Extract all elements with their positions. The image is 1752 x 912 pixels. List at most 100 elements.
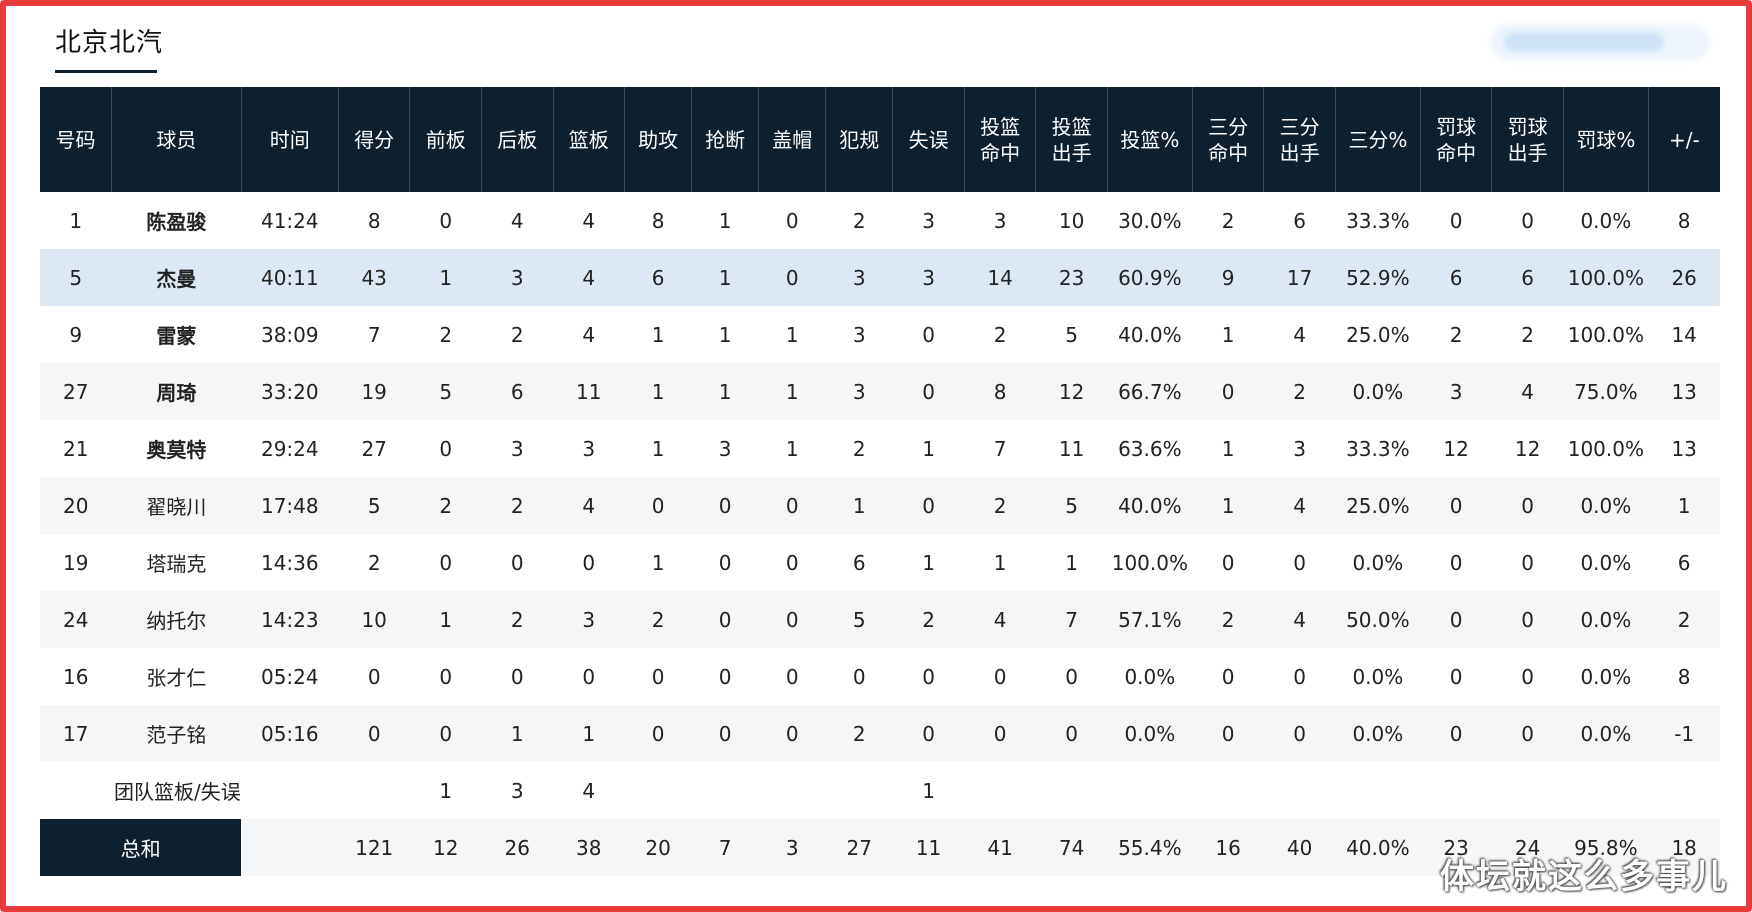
stat-cell: 7 [338,306,410,363]
player-name[interactable]: 纳托尔 [111,591,242,648]
column-header: 盖帽 [758,87,827,192]
stat-cell: 3 [825,306,893,363]
stat-cell: 3 [1420,363,1492,420]
stat-cell: 12 [1035,363,1108,420]
stat-cell: 25.0% [1335,477,1421,534]
stat-cell: 2 [409,477,482,534]
player-name[interactable]: 塔瑞克 [111,534,242,591]
column-header: 时间 [241,87,339,192]
stat-cell: 1 [691,363,759,420]
column-header: 号码 [40,87,113,192]
stat-cell: 0 [892,705,965,762]
stat-cell: 0 [1035,648,1108,705]
stat-cell: 75.0% [1563,363,1649,420]
stat-cell: 27 [40,363,112,420]
stat-cell: 0 [624,648,692,705]
stat-cell [1107,762,1193,819]
stat-cell: 9 [40,306,112,363]
player-row[interactable]: 19 塔瑞克 14:36 2 0 0 0 1 0 0 6 1 1 1 100.0% 0 0 0.0% 0 0 0.0% 6 [40,534,1720,591]
stat-cell [1563,762,1649,819]
stat-cell: 2 [825,705,893,762]
stat-cell: 5 [1035,306,1108,363]
stat-cell: 0 [1491,192,1564,249]
stat-cell: 2 [481,477,554,534]
stat-cell [758,762,826,819]
column-header: 球员 [111,87,242,192]
stat-cell: 0 [1420,534,1492,591]
total-stat-cell: 27 [825,819,893,876]
stat-cell [691,762,759,819]
stat-cell: 2 [1648,591,1720,648]
stat-cell: 14 [1648,306,1720,363]
column-header: 后板 [481,87,554,192]
blurred-button[interactable] [1490,24,1710,60]
stat-cell: 1 [1192,477,1264,534]
player-row[interactable]: 24 纳托尔 14:23 10 1 2 3 2 0 0 5 2 4 7 57.1% 2 4 50.0% 0 0 0.0%… [40,591,1720,648]
column-header: 投篮 出手 [1035,87,1108,192]
stat-cell: 1 [1648,477,1720,534]
stat-cell: 0 [409,648,482,705]
player-name[interactable]: 范子铭 [111,705,242,762]
stat-cell: 0 [1192,705,1264,762]
stat-cell: 0 [1263,648,1336,705]
player-name[interactable]: 奥莫特 [111,420,242,477]
stat-cell: 8 [338,192,410,249]
stat-cell: 0 [1420,591,1492,648]
player-row[interactable]: 20 翟晓川 17:48 5 2 2 4 0 0 0 1 0 2 5 40.0% 1 4 25.0% 0 0 0.0% 1 [40,477,1720,534]
stat-cell: 1 [624,534,692,591]
stat-cell: 21 [40,420,112,477]
stat-cell: 0 [691,477,759,534]
stat-cell: 4 [964,591,1036,648]
stat-cell: 2 [481,306,554,363]
stat-cell: 2 [409,306,482,363]
player-name[interactable]: 雷蒙 [111,306,242,363]
stat-cell: 0 [481,648,554,705]
team-tab[interactable]: 北京北汽 [55,28,164,58]
player-name[interactable]: 翟晓川 [111,477,242,534]
stat-cell: 9 [1192,249,1264,306]
stat-cell: 0 [758,705,826,762]
stat-cell: 1 [481,705,554,762]
stat-cell: 60.9% [1107,249,1193,306]
stat-cell: 1 [892,534,965,591]
total-stat-cell: 95.8% [1563,819,1649,876]
stat-cell: 11 [553,363,625,420]
stat-cell: 0 [1491,534,1564,591]
player-row[interactable]: 27 周琦 33:20 19 5 6 11 1 1 1 3 0 8 12 66.7% 0 2 0.0% 3 4 75.0… [40,363,1720,420]
stat-cell: 3 [481,762,554,819]
player-row[interactable]: 5 杰曼 40:11 43 1 3 4 6 1 0 3 3 14 23 60.9% 9 17 52.9% 6 6 100… [40,249,1720,306]
stat-cell: 5 [40,249,112,306]
stat-cell: 4 [553,249,625,306]
stat-cell: 100.0% [1563,249,1649,306]
stat-cell: 2 [481,591,554,648]
stat-cell: 0 [1192,363,1264,420]
stat-cell: 2 [1192,192,1264,249]
stat-cell: 12 [1420,420,1492,477]
player-name[interactable]: 杰曼 [111,249,242,306]
stat-cell: 38:09 [241,306,339,363]
player-row[interactable]: 21 奥莫特 29:24 27 0 3 3 1 3 1 2 1 7 11 63.6% 1 3 33.3% 12 12 1… [40,420,1720,477]
stat-cell [825,762,893,819]
stat-cell: 3 [964,192,1036,249]
total-stat-cell: 38 [553,819,625,876]
player-row[interactable]: 16 张才仁 05:24 0 0 0 0 0 0 0 0 0 0 0 0.0% 0 0 0.0% 0 0 0.0% 8 [40,648,1720,705]
player-row[interactable]: 17 范子铭 05:16 0 0 1 1 0 0 0 2 0 0 0 0.0% 0 0 0.0% 0 0 0.0% -1 [40,705,1720,762]
stat-cell: 0 [964,705,1036,762]
stat-cell: 6 [1420,249,1492,306]
stat-cell: 4 [553,477,625,534]
stat-cell: 2 [338,534,410,591]
stat-cell: 17 [40,705,112,762]
player-row[interactable]: 1 陈盈骏 41:24 8 0 4 4 8 1 0 2 3 3 10 30.0% 2 6 33.3% 0 0 0.0% 8 [40,192,1720,249]
player-name[interactable]: 陈盈骏 [111,192,242,249]
stat-cell: 2 [1263,363,1336,420]
stat-cell: 2 [624,591,692,648]
stat-cell: 6 [481,363,554,420]
stat-cell: 6 [1648,534,1720,591]
stat-cell: 8 [1648,648,1720,705]
player-name[interactable]: 周琦 [111,363,242,420]
player-row[interactable]: 9 雷蒙 38:09 7 2 2 4 1 1 1 3 0 2 5 40.0% 1 4 25.0% 2 2 100.0% 1… [40,306,1720,363]
stat-cell: 29:24 [241,420,339,477]
stat-cell: 0 [1491,477,1564,534]
player-name[interactable]: 张才仁 [111,648,242,705]
stat-cell [1335,762,1421,819]
